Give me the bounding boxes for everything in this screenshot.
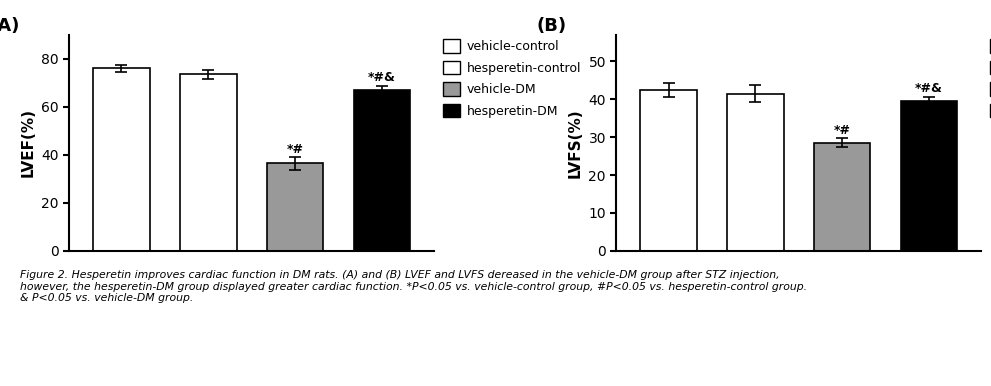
Text: *#&: *#& — [368, 71, 395, 84]
Bar — [354, 90, 410, 251]
Bar — [814, 143, 870, 251]
Bar — [93, 68, 150, 251]
Bar — [727, 93, 784, 251]
Text: *#&: *#& — [915, 83, 942, 95]
Legend: vehicle-control, hesperetin-control, vehicle-DM, hesperetin-DM: vehicle-control, hesperetin-control, veh… — [440, 37, 584, 120]
Bar — [640, 90, 697, 251]
Text: *#: *# — [286, 143, 303, 156]
Text: Figure 2. Hesperetin improves cardiac function in DM rats. (A) and (B) LVEF and : Figure 2. Hesperetin improves cardiac fu… — [20, 270, 807, 303]
Bar — [180, 74, 237, 251]
Bar — [267, 163, 323, 251]
Bar — [901, 101, 957, 251]
Y-axis label: LVEF(%): LVEF(%) — [21, 108, 36, 177]
Y-axis label: LVFS(%): LVFS(%) — [568, 108, 583, 178]
Legend: vehicle-control, hesperetin-control, vehicle-DM, hesperetin-DM: vehicle-control, hesperetin-control, veh… — [987, 37, 991, 120]
Text: *#: *# — [833, 124, 850, 137]
Text: (A): (A) — [0, 17, 20, 36]
Text: (B): (B) — [536, 17, 566, 36]
